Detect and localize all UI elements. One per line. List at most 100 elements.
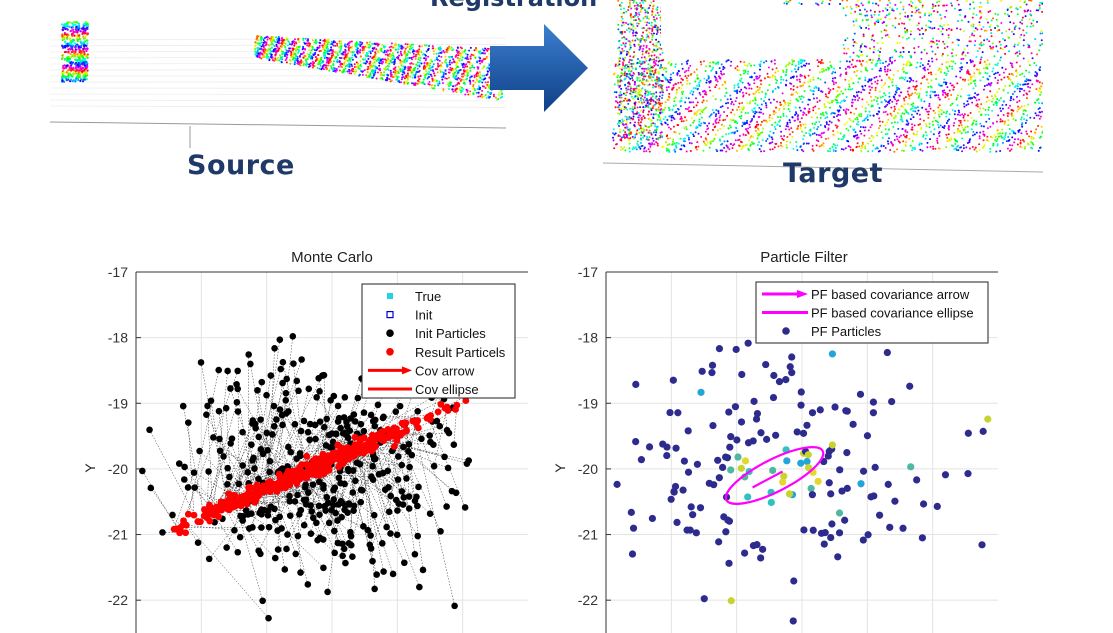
init-particle (169, 511, 176, 519)
target-cloud-points (612, 0, 1044, 153)
pf-arrow-head (797, 290, 808, 298)
legend-item: Init (386, 308, 433, 323)
init-particle (366, 541, 374, 549)
init-particle (292, 550, 300, 558)
init-particle (215, 407, 223, 415)
pf-particle (684, 427, 692, 435)
y-tick-label: -20 (108, 461, 128, 477)
init-marker (386, 310, 394, 319)
pf-particle (680, 457, 688, 465)
result-particle (347, 446, 354, 454)
init-particle (331, 484, 339, 492)
pf-particle (770, 371, 778, 380)
trajectory-line (353, 453, 405, 563)
pf-particle (888, 397, 896, 406)
init-particle (305, 489, 312, 496)
init-particle (220, 453, 227, 460)
trajectory-line (366, 450, 375, 589)
pf-particle (859, 467, 868, 475)
y-tick-label: -20 (578, 461, 598, 477)
init-particle (297, 427, 305, 435)
init-particle (294, 532, 302, 540)
monte-carlo-chart: Monte Carlo Y -17 -18 -19 -20 -21 -22 True Ini… (82, 249, 528, 633)
init-particle (360, 522, 367, 530)
trajectory-line (182, 524, 235, 531)
cov-arrow-head (402, 366, 412, 375)
init-particle (227, 440, 234, 447)
init-particle (175, 460, 183, 467)
pf-particle (686, 526, 694, 534)
init-particle (257, 446, 265, 453)
init-particle (400, 494, 408, 501)
result-particle (249, 494, 256, 501)
trajectory-line (207, 405, 213, 511)
init-particle (264, 507, 272, 515)
init-particle (443, 426, 451, 434)
init-particle (274, 546, 282, 553)
init-particle (205, 555, 213, 563)
init-particle (393, 531, 401, 539)
init-particle (266, 457, 274, 465)
init-particle (334, 539, 342, 547)
init-particle (405, 441, 413, 448)
y-tick-label: -22 (108, 592, 128, 608)
init-particle (369, 476, 377, 484)
legend-item: True (387, 289, 441, 304)
pf-particle (859, 536, 867, 544)
trajectory-line (256, 359, 302, 493)
init-particle (304, 581, 312, 588)
pf-particle (834, 553, 842, 561)
init-particle (279, 379, 286, 387)
init-particle (380, 568, 387, 575)
init-particle (349, 553, 356, 560)
init-particle (357, 498, 365, 506)
result-particle (390, 443, 398, 450)
init-particle (296, 452, 304, 460)
init-particle (451, 602, 458, 610)
pf-particle (669, 376, 677, 384)
trajectory-line (188, 422, 195, 516)
pf-particle (673, 518, 681, 527)
pf-particle (831, 403, 839, 411)
init-particle (374, 401, 382, 409)
pf-particle (783, 457, 791, 465)
init-particle (184, 484, 192, 491)
init-particle (181, 463, 188, 471)
init-particle (286, 512, 294, 520)
result-particle (371, 432, 379, 440)
trajectory-line (264, 380, 298, 492)
source-cloud-points (60, 20, 506, 101)
pf-particle (808, 409, 817, 417)
result-particle (206, 517, 214, 525)
init-particle (305, 385, 313, 393)
init-particle (335, 474, 343, 482)
result-particle (338, 444, 346, 452)
trajectory-line (186, 525, 199, 543)
trajectory-line (209, 419, 261, 522)
trajectory-line (319, 475, 335, 488)
trajectory-line (187, 487, 234, 508)
pf-particle (725, 517, 734, 525)
init-particle (204, 402, 211, 410)
init-particle (308, 508, 316, 515)
pf-particle (864, 531, 872, 539)
init-particle (337, 424, 344, 432)
init-particle (339, 552, 346, 560)
init-particle (430, 462, 438, 470)
init-particle (369, 557, 376, 565)
pf-particle (727, 433, 735, 441)
init-particle (426, 510, 434, 518)
init-particle (414, 407, 421, 415)
pf-particle (734, 453, 742, 461)
trajectory-line (294, 434, 330, 472)
trajectory-line (295, 475, 301, 573)
trajectory-line (250, 363, 273, 489)
trajectory-line (214, 515, 238, 553)
init-particle (463, 460, 471, 467)
y-tick-label: -19 (108, 395, 128, 411)
trajectory-line (357, 449, 363, 491)
init-particle (430, 441, 437, 448)
init-particle (325, 519, 333, 527)
pf-particle (797, 401, 805, 409)
result-particle (207, 503, 214, 511)
